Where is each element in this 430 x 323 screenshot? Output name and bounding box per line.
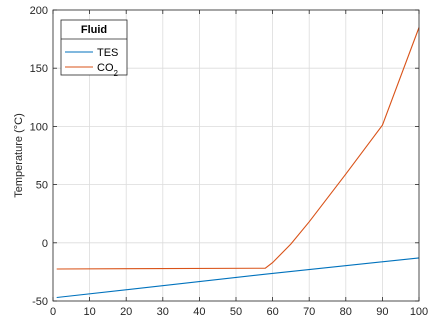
x-tick-label: 10	[83, 306, 95, 318]
x-tick-label: 60	[266, 306, 278, 318]
y-tick-label: 150	[30, 63, 48, 75]
legend-label-main: CO	[97, 62, 114, 74]
legend: Fluid TES CO2	[60, 19, 128, 78]
y-tick-label: 0	[42, 238, 48, 250]
x-tick-label: 0	[50, 306, 56, 318]
legend-label: TES	[97, 47, 118, 59]
x-tick-label: 50	[230, 306, 242, 318]
x-tick-label: 80	[340, 306, 352, 318]
series-line-co2	[56, 27, 420, 270]
series-group	[56, 27, 420, 299]
x-tick-label: 100	[410, 306, 428, 318]
y-tick-label: 200	[30, 5, 48, 17]
x-tick-label: 30	[157, 306, 169, 318]
legend-label: CO2	[97, 62, 119, 78]
legend-label-main: TES	[97, 47, 118, 59]
y-tick-label: -50	[32, 296, 48, 308]
y-tick-label: 100	[30, 121, 48, 133]
x-tick-label: 20	[120, 306, 132, 318]
legend-label-subscript: 2	[114, 69, 119, 78]
y-tick-label: 50	[36, 180, 48, 192]
x-tick-label: 40	[193, 306, 205, 318]
series-line-tes	[56, 257, 420, 299]
tick-marks	[52, 9, 420, 302]
y-axis-label: Temperature (°C)	[13, 113, 25, 197]
x-tick-label: 90	[376, 306, 388, 318]
legend-box	[60, 19, 128, 76]
legend-title: Fluid	[81, 24, 107, 36]
x-tick-label: 70	[303, 306, 315, 318]
